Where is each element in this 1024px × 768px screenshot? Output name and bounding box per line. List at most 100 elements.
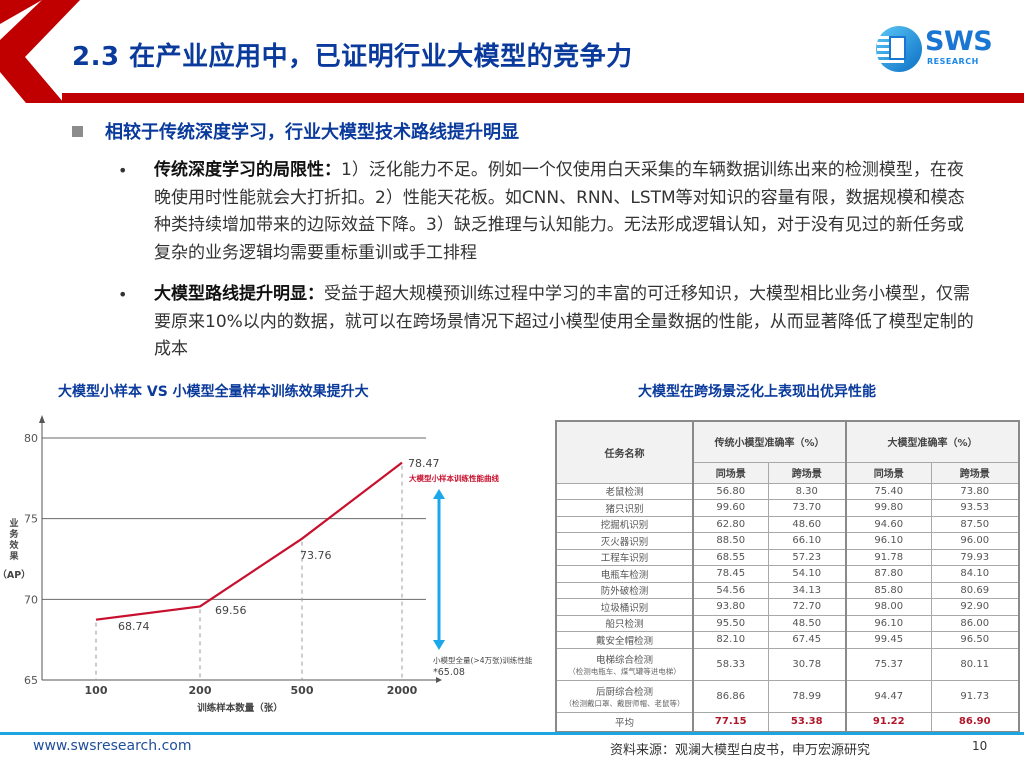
task-name: 猪只识别 <box>605 503 644 515</box>
table-row-average: 平均 77.15 53.38 91.22 86.90 <box>555 711 1020 733</box>
subheader-cross-scene: 跨场景 <box>930 461 1020 484</box>
bullet-lead: 大模型路线提升明显： <box>154 284 324 304</box>
accuracy-table-container: 任务名称 传统小模型准确率（%） 大模型准确率（%） 同场景 跨场景 同场景 跨… <box>555 420 1020 733</box>
y-tick-label: 70 <box>24 593 38 606</box>
square-bullet-icon <box>72 125 83 137</box>
accuracy-cell: 75.40 <box>845 482 932 500</box>
x-tick-label: 2000 <box>387 684 418 697</box>
accuracy-cell: 96.10 <box>845 614 932 632</box>
accuracy-cell: 73.70 <box>767 499 847 517</box>
chart-title: 大模型小样本 VS 小模型全量样本训练效果提升大 <box>58 384 369 400</box>
task-name: 灭火器识别 <box>600 536 649 548</box>
accuracy-cell: 48.60 <box>767 515 847 533</box>
accuracy-cell: 87.50 <box>930 515 1020 533</box>
task-name-cell: 工程车识别 <box>555 548 694 566</box>
accuracy-cell: 56.80 <box>692 482 769 500</box>
accuracy-cell: 94.60 <box>845 515 932 533</box>
page-title: 2.3 在产业应用中，已证明行业大模型的竞争力 <box>72 42 633 72</box>
table-row: 垃圾桶识别 93.80 72.70 98.00 92.90 <box>555 598 1020 616</box>
y-axis-arrow-icon <box>39 415 45 423</box>
accuracy-cell: 96.00 <box>930 532 1020 550</box>
accuracy-cell: 68.55 <box>692 548 769 566</box>
task-name: 电瓶车检测 <box>600 569 649 581</box>
average-cell: 77.15 <box>692 711 769 733</box>
table-row: 电瓶车检测 78.45 54.10 87.80 84.10 <box>555 565 1020 583</box>
section-heading: 相较于传统深度学习，行业大模型技术路线提升明显 <box>72 118 519 144</box>
accuracy-cell: 99.45 <box>845 631 932 649</box>
y-axis-title-char: 务 <box>9 528 19 540</box>
task-name-cell: 垃圾桶识别 <box>555 598 694 616</box>
y-tick-label: 65 <box>24 674 38 687</box>
accuracy-cell: 48.50 <box>767 614 847 632</box>
footer-source-note: 资料来源：观澜大模型白皮书，申万宏源研究 <box>610 743 871 758</box>
task-name-cell: 防外破检测 <box>555 581 694 599</box>
accuracy-cell: 54.56 <box>692 581 769 599</box>
task-name-cell: 猪只识别 <box>555 499 694 517</box>
average-cell: 86.90 <box>930 711 1020 733</box>
sws-research-logo: SWS RESEARCH <box>874 24 1020 74</box>
subheader-same-scene: 同场景 <box>692 461 769 484</box>
task-name-cell: 戴安全帽检测 <box>555 631 694 649</box>
accuracy-cell: 80.69 <box>930 581 1020 599</box>
accuracy-cell: 95.50 <box>692 614 769 632</box>
table-row: 灭火器识别 88.50 66.10 96.10 96.00 <box>555 532 1020 550</box>
average-cell: 53.38 <box>767 711 847 733</box>
accuracy-cell: 30.78 <box>767 647 847 681</box>
task-note: （检测戴口罩、戴厨师帽、老鼠等） <box>564 698 685 708</box>
accuracy-cell: 8.30 <box>767 482 847 500</box>
x-axis-title: 训练样本数量（张） <box>197 702 283 714</box>
accuracy-cell: 91.73 <box>930 679 1020 713</box>
accuracy-cell: 72.70 <box>767 598 847 616</box>
task-name-cell: 灭火器识别 <box>555 532 694 550</box>
accuracy-cell: 93.53 <box>930 499 1020 517</box>
header-task-name: 任务名称 <box>555 420 694 484</box>
y-axis-title-char: 果 <box>8 551 19 562</box>
x-axis-arrow-icon <box>436 677 442 683</box>
y-axis-title-unit: （AP） <box>0 569 31 581</box>
accuracy-cell: 92.90 <box>930 598 1020 616</box>
data-label: 69.56 <box>215 604 247 617</box>
task-name: 老鼠检测 <box>605 487 644 499</box>
arrow-down-icon <box>433 640 445 650</box>
bullet-body: 受益于超大规模预训练过程中学习的丰富的可迁移知识，大模型相比业务小模型，仅需要原… <box>154 284 974 359</box>
arrow-up-icon <box>433 489 445 499</box>
accuracy-cell: 79.93 <box>930 548 1020 566</box>
footer-website-link[interactable]: www.swsresearch.com <box>33 738 192 754</box>
accuracy-cell: 85.80 <box>845 581 932 599</box>
accuracy-cell: 54.10 <box>767 565 847 583</box>
accuracy-cell: 87.80 <box>845 565 932 583</box>
task-name: 防外破检测 <box>600 586 649 598</box>
slide-header: 2.3 在产业应用中，已证明行业大模型的竞争力 SWS RESEARCH <box>0 0 1024 110</box>
accuracy-cell: 78.99 <box>767 679 847 713</box>
y-axis-title-char: 业 <box>9 517 18 529</box>
table-row: 电梯综合检测 （检测电瓶车、煤气罐等进电梯） 58.33 30.78 75.37 80.1… <box>555 647 1020 681</box>
task-name-cell: 挖掘机识别 <box>555 515 694 533</box>
table-row: 工程车识别 68.55 57.23 91.78 79.93 <box>555 548 1020 566</box>
accuracy-table: 任务名称 传统小模型准确率（%） 大模型准确率（%） 同场景 跨场景 同场景 跨… <box>555 420 1020 733</box>
table-row: 后厨综合检测 （检测戴口罩、戴厨师帽、老鼠等） 86.86 78.99 94.47 91.… <box>555 679 1020 713</box>
x-tick-label: 200 <box>189 684 212 697</box>
task-note: （检测电瓶车、煤气罐等进电梯） <box>568 666 681 676</box>
average-cell: 91.22 <box>845 711 932 733</box>
bullet-large-model-advantage: • 大模型路线提升明显：受益于超大规模预训练过程中学习的丰富的可迁移知识，大模型… <box>118 281 978 364</box>
subheader-cross-scene: 跨场景 <box>767 461 847 484</box>
section-heading-text: 相较于传统深度学习，行业大模型技术路线提升明显 <box>105 122 519 143</box>
task-name: 戴安全帽检测 <box>595 635 653 647</box>
logo-wordmark: SWS <box>925 26 993 57</box>
accuracy-cell: 86.00 <box>930 614 1020 632</box>
accuracy-cell: 99.80 <box>845 499 932 517</box>
series-legend-label: 大模型小样本训练性能曲线 <box>409 473 499 483</box>
accuracy-cell: 86.86 <box>692 679 769 713</box>
data-label: 73.76 <box>300 549 332 562</box>
accuracy-cell: 62.80 <box>692 515 769 533</box>
header-large-model: 大模型准确率（%） <box>845 420 1020 463</box>
y-tick-label: 80 <box>24 432 38 445</box>
data-label: 78.47 <box>408 457 440 470</box>
accuracy-cell: 57.23 <box>767 548 847 566</box>
table-row: 挖掘机识别 62.80 48.60 94.60 87.50 <box>555 515 1020 533</box>
series-line <box>95 461 403 621</box>
accuracy-cell: 66.10 <box>767 532 847 550</box>
bullet-text: 大模型路线提升明显：受益于超大规模预训练过程中学习的丰富的可迁移知识，大模型相比… <box>154 281 978 364</box>
bullet-traditional-limits: • 传统深度学习的局限性：1）泛化能力不足。例如一个仅使用白天采集的车辆数据训练… <box>118 157 978 267</box>
bullet-dot-icon: • <box>118 285 128 304</box>
